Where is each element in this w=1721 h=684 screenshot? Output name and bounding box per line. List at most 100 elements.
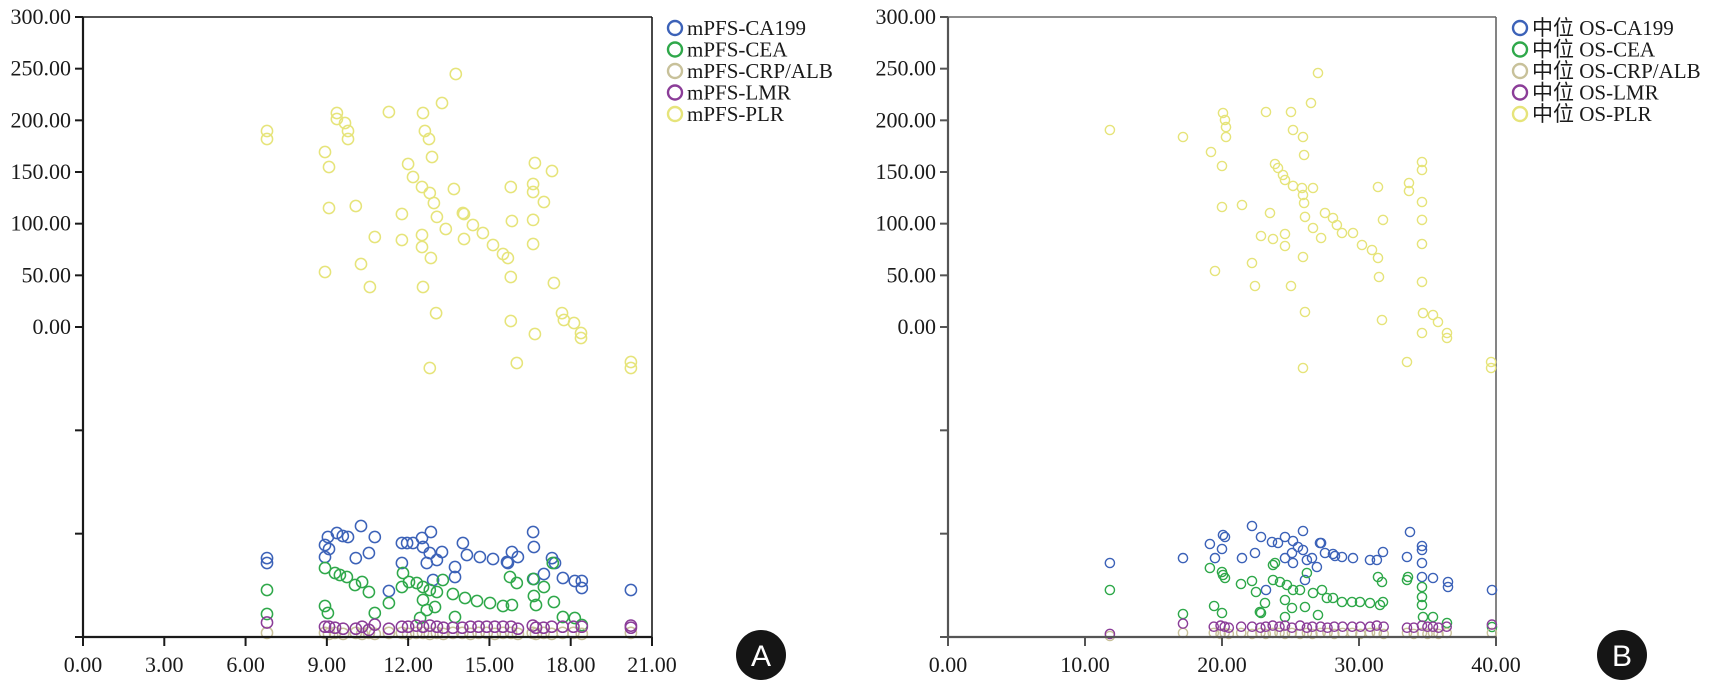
data-point [260,551,274,565]
data-point [362,585,376,599]
data-point [1246,257,1258,269]
data-point [464,620,477,634]
data-point [395,620,409,634]
data-point [483,596,497,610]
data-point [504,626,518,640]
data-point [401,620,415,634]
data-point [1416,571,1428,583]
legend-marker [1511,105,1529,123]
data-point [1336,596,1348,608]
data-point [624,361,638,375]
data-point [260,124,274,138]
data-point [1377,596,1389,608]
data-point [318,265,332,279]
data-point [1236,552,1248,564]
y-tick-label: 150.00 [876,159,937,184]
data-point [322,201,336,215]
data-point [537,580,551,594]
legend-label: 中位 OS-LMR [1532,81,1659,105]
y-tick-label: 100.00 [11,211,72,236]
data-point [1307,621,1318,633]
data-point [349,551,363,565]
data-point [1216,160,1228,172]
data-point [510,576,524,590]
data-point [526,213,540,227]
data-point [1255,607,1267,619]
data-point [1312,609,1324,621]
data-point [1441,327,1453,339]
data-point [336,627,350,641]
data-point [528,156,542,170]
data-point [1402,571,1414,583]
legend-label: mPFS-PLR [687,102,784,126]
data-point [1315,621,1326,633]
series-4 [260,67,638,375]
data-point [472,626,485,640]
legend-marker [666,41,684,58]
data-point [1177,131,1189,143]
data-point [322,160,336,174]
data-point [1208,621,1220,633]
panel-label-badge: B [1597,630,1647,680]
data-point [1371,554,1383,566]
data-point [423,627,437,641]
data-point [1416,276,1428,288]
data-point [1433,622,1444,634]
data-point [423,361,437,375]
data-point [1416,599,1428,611]
y-tick-label: 150.00 [11,159,72,184]
data-point [456,536,470,550]
series-4 [1104,67,1497,374]
data-point [1378,621,1389,633]
x-tick-label: 18.00 [546,652,596,677]
data-point [486,238,500,252]
data-point [488,620,502,634]
data-point [511,627,525,641]
data-point [466,218,480,232]
data-point [1315,232,1327,244]
data-point [1298,197,1310,209]
data-point [1433,628,1444,640]
data-point [1220,121,1232,133]
data-point [1260,621,1272,633]
data-point [1279,552,1291,564]
data-point [458,591,472,605]
y-tick-label: 250.00 [876,56,937,81]
data-point [1208,600,1220,612]
panel-label-badge: A [736,630,786,680]
data-point [1217,107,1229,119]
x-tick-label: 6.00 [226,652,265,677]
data-point [395,207,409,221]
legend-marker [666,62,684,80]
data-point [1427,309,1439,321]
data-point [1264,207,1276,219]
data-point [1299,574,1311,586]
data-point [1307,587,1319,599]
data-point [624,355,638,369]
data-point [1277,169,1289,181]
data-point [567,626,580,640]
data-point [368,606,382,620]
data-point [1374,599,1386,611]
data-point [488,627,502,641]
data-point [1104,628,1116,640]
data-point [318,538,332,552]
data-point [1285,280,1297,292]
data-point [1327,592,1339,604]
data-point [336,622,350,636]
data-point [1376,314,1388,326]
data-point [504,314,518,328]
data-point [1177,552,1189,564]
data-point [1255,230,1267,242]
data-point [410,576,424,590]
data-point [260,607,274,621]
data-point [415,180,429,194]
data-point [504,620,518,634]
data-point [1404,526,1416,538]
data-point [348,578,362,592]
data-point [1299,211,1311,223]
series-3 [260,616,638,637]
data-point [1442,576,1454,588]
data-point [1416,327,1428,339]
data-point [545,620,559,634]
